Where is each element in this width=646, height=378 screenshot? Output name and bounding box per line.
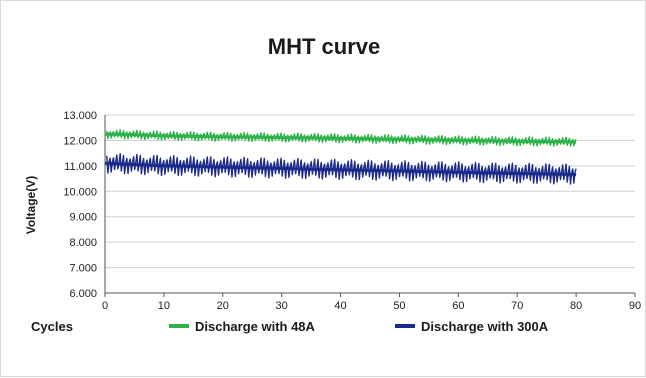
x-tick-30: 30 — [276, 300, 288, 312]
series-layer — [104, 129, 577, 185]
x-axis-label: Cycles — [31, 319, 73, 334]
legend: Discharge with 48A Discharge with 300A — [169, 319, 549, 334]
x-tick-80: 80 — [570, 300, 582, 312]
y-tick-7.000: 7.000 — [69, 263, 97, 275]
x-tick-90: 90 — [629, 300, 641, 312]
x-tick-40: 40 — [334, 300, 346, 312]
x-tick-70: 70 — [511, 300, 523, 312]
legend-label-2: Discharge with 300A — [421, 319, 549, 334]
y-tick-13.000: 13.000 — [63, 110, 97, 122]
x-tick-0: 0 — [102, 300, 108, 312]
x-tick-10: 10 — [158, 300, 170, 312]
x-tick-60: 60 — [452, 300, 464, 312]
series-2-line — [104, 161, 577, 176]
y-tick-12.000: 12.000 — [63, 135, 97, 147]
y-tick-9.000: 9.000 — [69, 212, 97, 224]
axes — [104, 115, 636, 297]
series-1-line — [104, 132, 577, 144]
y-tick-labels: 6.000 7.000 8.000 9.000 10.000 11.000 12.000 13… — [63, 110, 97, 300]
series-1 — [104, 129, 577, 147]
y-tick-11.000: 11.000 — [64, 161, 97, 173]
x-tick-50: 50 — [393, 300, 405, 312]
chart-title: MHT curve — [268, 34, 380, 59]
y-axis-label: Voltage(V) — [24, 176, 38, 234]
legend-label-1: Discharge with 48A — [195, 319, 316, 334]
series-2 — [104, 153, 577, 185]
x-tick-labels: 0 10 20 30 40 50 60 70 80 90 — [102, 300, 641, 312]
y-tick-6.000: 6.000 — [69, 288, 97, 300]
y-tick-8.000: 8.000 — [69, 237, 97, 249]
x-tick-20: 20 — [217, 300, 229, 312]
y-tick-10.000: 10.000 — [63, 186, 97, 198]
